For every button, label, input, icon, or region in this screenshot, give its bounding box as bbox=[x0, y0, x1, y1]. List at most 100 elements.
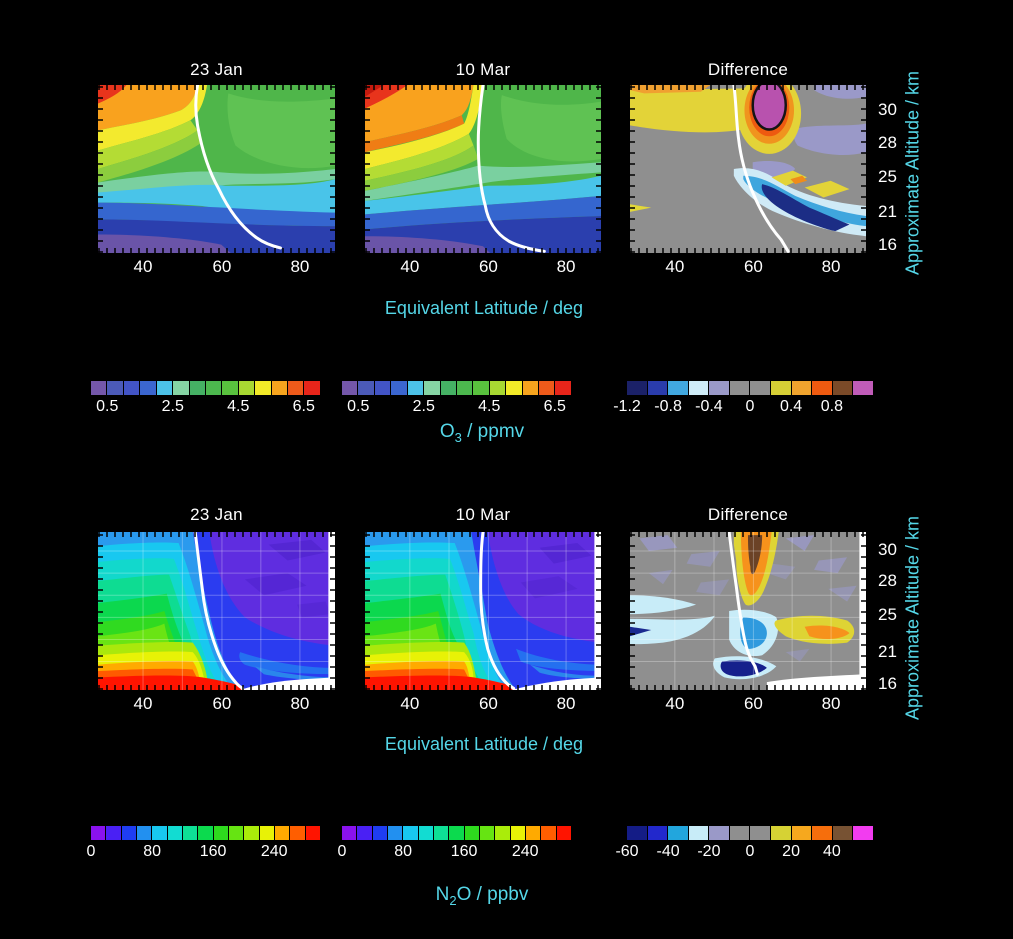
colorbar-tick-label: -0.4 bbox=[695, 398, 723, 415]
colorbar-segment bbox=[464, 826, 479, 840]
x-tick-label: 60 bbox=[212, 694, 232, 713]
colorbar-tick-label: 2.5 bbox=[161, 398, 184, 415]
y-tick-label: 16 bbox=[878, 673, 897, 693]
colorbar-segment bbox=[156, 381, 173, 395]
n2o-jan-contour-art bbox=[98, 532, 335, 690]
colorbar-segment bbox=[136, 826, 152, 840]
colorbar-segment bbox=[647, 381, 668, 395]
o3-panel-title-jan: 23 Jan bbox=[190, 60, 243, 79]
vortex-edge-line bbox=[196, 85, 281, 248]
colorbar-tick-label: 0 bbox=[337, 843, 347, 860]
x-tick-label: 80 bbox=[290, 257, 310, 276]
colorbar-segment bbox=[449, 826, 464, 840]
colorbar-segment bbox=[812, 826, 832, 840]
colorbar-segment bbox=[853, 826, 873, 840]
x-tick-label: 80 bbox=[821, 257, 841, 276]
colorbar-segment bbox=[647, 826, 668, 840]
colorbar-tick-label: 4.5 bbox=[227, 398, 250, 415]
colorbar-segment bbox=[489, 381, 506, 395]
colorbar-tick-label: 240 bbox=[260, 843, 288, 860]
colorbar-segment bbox=[205, 381, 222, 395]
colorbar-tick-label: 240 bbox=[511, 843, 539, 860]
colorbar-segment bbox=[709, 381, 729, 395]
colorbar-segment bbox=[374, 381, 391, 395]
n2o-mar-x-ticks: 40 60 80 bbox=[365, 694, 601, 714]
y-tick-label: 30 bbox=[878, 540, 897, 559]
species-subscript: 2 bbox=[449, 892, 457, 908]
colorbar-segment bbox=[771, 381, 791, 395]
colorbar-segment bbox=[729, 381, 750, 395]
colorbar-segment bbox=[506, 381, 522, 395]
colorbar-segment bbox=[853, 381, 873, 395]
colorbar-tick-label: 80 bbox=[394, 843, 413, 860]
colorbar-segment bbox=[418, 826, 433, 840]
species-symbol: N bbox=[435, 884, 450, 905]
colorbar-segment bbox=[358, 381, 374, 395]
colorbar-segment bbox=[91, 826, 106, 840]
species-unit: O / ppbv bbox=[456, 884, 529, 905]
colorbar-segment bbox=[189, 381, 205, 395]
o3-difference-contour-art bbox=[630, 85, 866, 253]
colorbar-segment bbox=[167, 826, 182, 840]
grid-lines bbox=[98, 532, 335, 690]
colorbar-segment bbox=[541, 826, 556, 840]
colorbar-segment bbox=[274, 826, 290, 840]
grid-lines bbox=[365, 532, 601, 690]
x-tick-label: 60 bbox=[212, 257, 232, 276]
n2o-diff-x-ticks: 40 60 80 bbox=[630, 694, 866, 714]
colorbar-segment bbox=[424, 381, 440, 395]
colorbar-segment bbox=[91, 381, 107, 395]
colorbar-segment bbox=[222, 381, 238, 395]
grid-lines bbox=[630, 532, 866, 690]
x-tick-label: 60 bbox=[478, 257, 498, 276]
n2o-jan-colorbar-ticks: 0 80 160 240 bbox=[87, 843, 320, 861]
colorbar-segment bbox=[342, 381, 358, 395]
colorbar-segment bbox=[771, 826, 791, 840]
colorbar-segment bbox=[407, 381, 424, 395]
n2o-difference-colorbar bbox=[627, 826, 873, 840]
n2o-mar-contour-art bbox=[365, 532, 601, 690]
y-tick-label: 28 bbox=[878, 570, 897, 590]
missing-data-strip bbox=[594, 532, 601, 690]
colorbar-tick-label: 0 bbox=[745, 843, 755, 860]
y-tick-label: 30 bbox=[878, 100, 897, 120]
colorbar-segment bbox=[473, 381, 489, 395]
o3-jan-contour-art bbox=[98, 85, 335, 253]
n2o-panel-title-jan: 23 Jan bbox=[190, 505, 243, 524]
x-tick-label: 40 bbox=[400, 694, 420, 713]
colorbar-segment bbox=[255, 381, 271, 395]
x-tick-label: 80 bbox=[556, 694, 576, 713]
y-tick-label: 28 bbox=[878, 132, 897, 152]
colorbar-tick-label: -40 bbox=[656, 843, 680, 860]
colorbar-segment bbox=[479, 826, 495, 840]
o3-altitude-ticks: 30 28 25 21 16 bbox=[872, 85, 912, 254]
colorbar-segment bbox=[668, 381, 688, 395]
n2o-altitude-ticks: 30 28 25 21 16 bbox=[872, 532, 912, 693]
altitude-axis-label: Approximate Altitude / km bbox=[902, 515, 923, 720]
o3-jan-colorbar bbox=[91, 381, 320, 395]
n2o-latitude-axis-label: Equivalent Latitude / deg bbox=[384, 734, 584, 754]
o3-mar-colorbar-ticks: 0.5 2.5 4.5 6.5 bbox=[342, 398, 571, 416]
n2o-mar-contour-plot bbox=[365, 532, 601, 690]
n2o-difference-contour-plot bbox=[630, 532, 866, 690]
n2o-jan-x-ticks: 40 60 80 bbox=[98, 694, 335, 714]
y-tick-label: 25 bbox=[878, 167, 897, 187]
colorbar-segment bbox=[791, 826, 812, 840]
colorbar-segment bbox=[182, 826, 198, 840]
colorbar-segment bbox=[391, 381, 407, 395]
colorbar-tick-label: 160 bbox=[450, 843, 478, 860]
colorbar-segment bbox=[342, 826, 357, 840]
o3-difference-colorbar bbox=[627, 381, 873, 395]
o3-mar-colorbar bbox=[342, 381, 571, 395]
colorbar-segment bbox=[228, 826, 244, 840]
colorbar-segment bbox=[123, 381, 140, 395]
colorbar-tick-label: 6.5 bbox=[543, 398, 566, 415]
colorbar-segment bbox=[372, 826, 387, 840]
x-tick-label: 60 bbox=[743, 257, 763, 276]
o3-jan-x-ticks: 40 60 80 bbox=[98, 257, 335, 277]
vortex-edge-line bbox=[729, 532, 757, 674]
colorbar-segment bbox=[271, 381, 288, 395]
colorbar-segment bbox=[709, 826, 729, 840]
n2o-panel-title-mar: 10 Mar bbox=[455, 505, 511, 524]
colorbar-tick-label: 0.8 bbox=[820, 398, 844, 415]
